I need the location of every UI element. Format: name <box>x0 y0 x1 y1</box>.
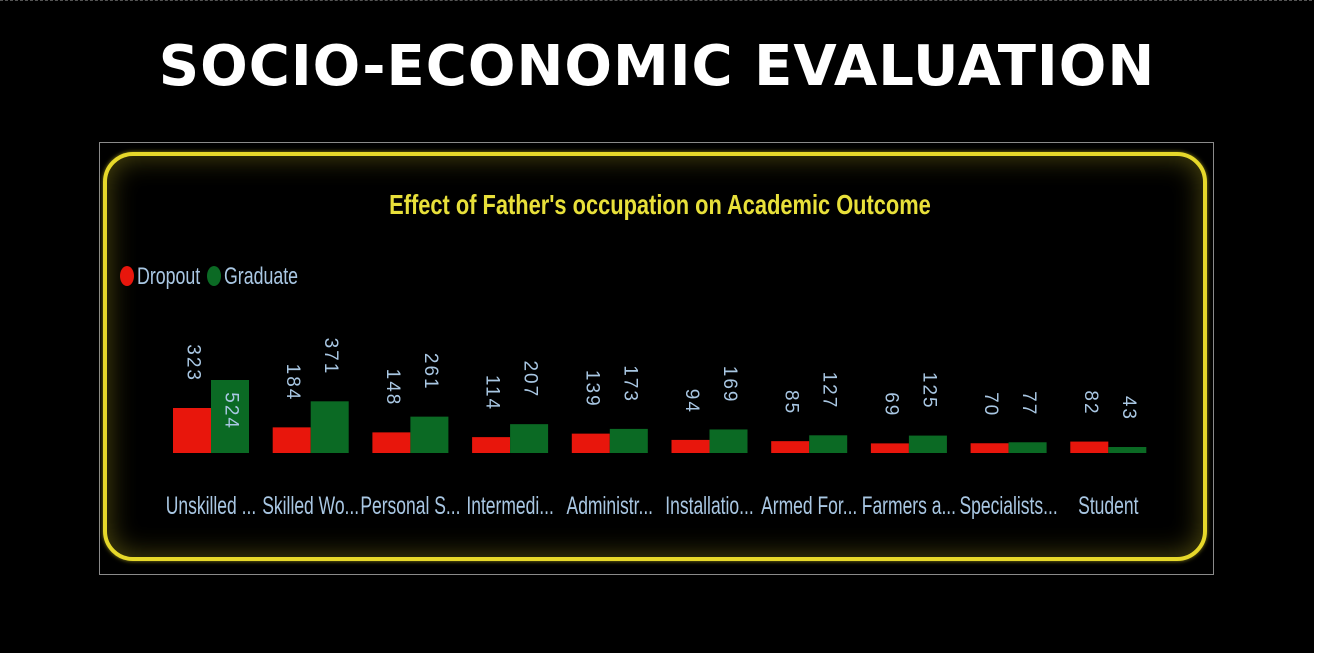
value-label-dropout: 82 <box>1080 390 1101 415</box>
bar-dropout[interactable] <box>970 443 1009 453</box>
legend-marker-dropout-icon <box>120 266 134 286</box>
bar-graduate[interactable] <box>609 428 648 453</box>
x-tick-label: Intermedi... <box>466 491 553 520</box>
top-dashed-border <box>0 0 1322 3</box>
bar-dropout[interactable] <box>1070 441 1109 453</box>
bar-graduate[interactable] <box>809 435 848 453</box>
chart-legend[interactable]: Dropout Graduate <box>120 264 298 290</box>
bar-dropout[interactable] <box>272 427 311 453</box>
value-label-dropout: 70 <box>980 392 1001 417</box>
value-label-dropout: 148 <box>382 369 403 407</box>
right-edge-strip <box>1314 0 1322 653</box>
chart-card <box>103 152 1207 561</box>
value-label-graduate: 43 <box>1118 396 1139 421</box>
page-title: SOCIO-ECONOMIC EVALUATION <box>158 34 1156 99</box>
x-axis-labels: Unskilled ... Skilled Wo... Personal S... I… <box>166 491 1139 520</box>
value-label-dropout: 114 <box>482 375 503 411</box>
value-labels-group: 323 524 184 371 148 261 114 207 139 173 94 169 85 127… <box>183 338 1139 430</box>
value-label-graduate: 371 <box>320 338 341 376</box>
bar-dropout[interactable] <box>372 432 411 453</box>
x-tick-label: Specialists... <box>960 491 1058 520</box>
legend-marker-graduate-icon <box>207 266 221 286</box>
x-tick-label: Installatio... <box>665 491 753 520</box>
bar-graduate[interactable] <box>709 429 748 453</box>
bar-graduate[interactable] <box>510 424 549 453</box>
bar-graduate[interactable] <box>211 380 249 453</box>
bar-dropout[interactable] <box>571 433 610 453</box>
value-label-graduate: 169 <box>719 366 740 404</box>
value-label-dropout: 139 <box>581 370 602 408</box>
chart-title: Effect of Father's occupation on Academi… <box>389 189 931 220</box>
value-label-dropout: 184 <box>282 364 303 402</box>
value-label-graduate: 524 <box>221 392 242 430</box>
legend-label-dropout: Dropout <box>137 264 200 290</box>
x-tick-label: Skilled Wo... <box>262 491 359 520</box>
bar-dropout[interactable] <box>870 443 909 453</box>
x-tick-label: Administr... <box>567 491 653 520</box>
legend-label-graduate: Graduate <box>224 264 298 290</box>
value-label-dropout: 85 <box>781 390 802 415</box>
bars-group <box>173 380 1147 453</box>
bar-graduate[interactable] <box>310 401 349 453</box>
value-label-graduate: 207 <box>520 360 541 398</box>
bar-graduate[interactable] <box>1108 447 1147 453</box>
bar-dropout[interactable] <box>771 441 810 453</box>
bar-graduate[interactable] <box>908 435 947 453</box>
value-label-dropout: 69 <box>880 392 901 417</box>
value-label-graduate: 125 <box>918 372 939 410</box>
bar-graduate[interactable] <box>410 416 449 453</box>
value-label-dropout: 323 <box>183 344 204 382</box>
x-tick-label: Farmers a... <box>862 491 956 520</box>
bar-dropout[interactable] <box>173 408 211 453</box>
value-label-graduate: 261 <box>420 353 441 391</box>
bar-chart: Effect of Father's occupation on Academi… <box>120 189 1147 520</box>
value-label-graduate: 127 <box>819 372 840 410</box>
bar-dropout[interactable] <box>472 437 511 453</box>
x-tick-label: Personal S... <box>360 491 460 520</box>
value-label-dropout: 94 <box>681 389 702 414</box>
bar-dropout[interactable] <box>671 439 710 453</box>
value-label-graduate: 173 <box>619 365 640 403</box>
x-tick-label: Unskilled ... <box>166 491 256 520</box>
chart-visual-frame[interactable]: Effect of Father's occupation on Academi… <box>99 142 1214 575</box>
x-tick-label: Student <box>1078 491 1138 520</box>
x-tick-label: Armed For... <box>761 491 857 520</box>
value-label-graduate: 77 <box>1018 391 1039 416</box>
bar-graduate[interactable] <box>1008 442 1047 453</box>
